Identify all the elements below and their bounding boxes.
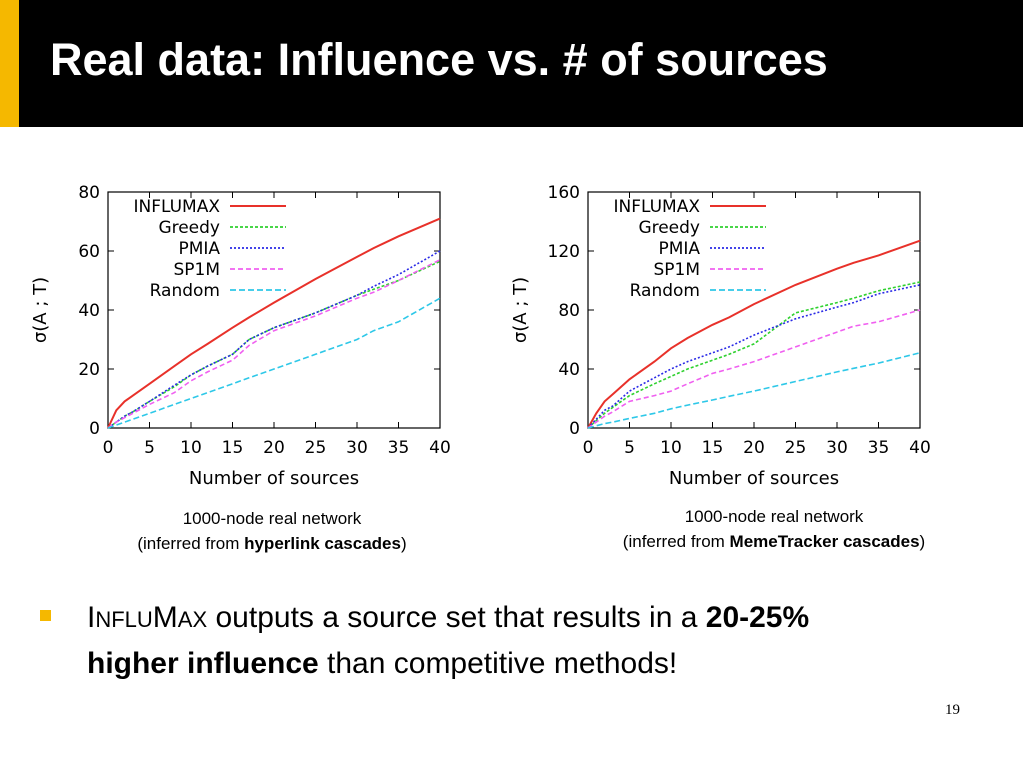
series-line-influmax xyxy=(587,239,921,429)
bullet-bold-b: higher influence xyxy=(87,647,319,680)
legend-label-influmax: INFLUMAX xyxy=(133,197,220,217)
legend-label-influmax: INFLUMAX xyxy=(613,197,700,217)
y-tick-label: 40 xyxy=(558,360,580,380)
bullet-text-a: outputs a source set that results in a xyxy=(207,601,706,634)
y-axis-label: σ(A ; T) xyxy=(30,277,51,343)
brand-nflu: NFLU xyxy=(95,607,153,632)
legend-label-random: Random xyxy=(150,281,220,301)
brand-i: I xyxy=(87,601,96,634)
legend-label-sp1m: SP1M xyxy=(173,260,220,280)
x-axis-label: Number of sources xyxy=(189,468,359,489)
bullet-bold-a: 20-25% xyxy=(705,601,810,634)
x-tick-label: 30 xyxy=(826,438,848,458)
x-tick-label: 35 xyxy=(388,438,410,458)
x-tick-label: 30 xyxy=(346,438,368,458)
x-tick-label: 5 xyxy=(144,438,155,458)
legend-label-random: Random xyxy=(630,281,700,301)
x-tick-label: 25 xyxy=(305,438,327,458)
x-tick-label: 25 xyxy=(785,438,807,458)
y-axis-label: σ(A ; T) xyxy=(510,277,531,343)
caption-left-prefix: (inferred from xyxy=(137,534,245,553)
chart-hyperlink: 0 5 10 15 20 25 30 35 40 0 20 40 60 80 Number of sourc… xyxy=(30,183,451,489)
y-tick-label: 40 xyxy=(78,301,100,321)
slide-title: Real data: Influence vs. # of sources xyxy=(50,34,828,85)
brand-m: M xyxy=(152,601,178,634)
x-tick-label: 10 xyxy=(180,438,202,458)
x-tick-label: 15 xyxy=(702,438,724,458)
x-tick-label: 20 xyxy=(743,438,765,458)
bullet-text-b: than competitive methods! xyxy=(318,647,678,680)
series-line-random xyxy=(587,352,921,429)
title-accent-stripe xyxy=(0,0,19,127)
page-number: 19 xyxy=(945,702,960,718)
x-tick-label: 40 xyxy=(909,438,931,458)
bullet-text: INFLUMAX outputs a source set that resul… xyxy=(87,596,987,686)
series-line-greedy xyxy=(587,281,921,429)
caption-right-suffix: ) xyxy=(919,532,926,551)
series-line-sp1m xyxy=(587,309,921,429)
y-tick-label: 80 xyxy=(558,301,580,321)
y-tick-label: 80 xyxy=(78,183,100,203)
caption-right-prefix: (inferred from xyxy=(622,532,730,551)
series-line-pmia xyxy=(587,284,921,429)
y-tick-label: 20 xyxy=(78,360,100,380)
y-tick-label: 160 xyxy=(548,183,580,203)
x-tick-label: 10 xyxy=(660,438,682,458)
x-tick-label: 0 xyxy=(103,438,114,458)
x-tick-label: 5 xyxy=(624,438,635,458)
title-bar xyxy=(0,0,1023,127)
legend-label-pmia: PMIA xyxy=(658,239,700,259)
legend-label-greedy: Greedy xyxy=(638,218,700,238)
series-line-pmia xyxy=(107,250,441,429)
caption-right-line1: 1000-node real network xyxy=(684,507,864,526)
series-line-random xyxy=(107,297,441,429)
legend-label-greedy: Greedy xyxy=(158,218,220,238)
caption-left-suffix: ) xyxy=(400,534,407,553)
caption-right: 1000-node real network (inferred from Me… xyxy=(594,504,954,554)
y-tick-label: 0 xyxy=(89,419,100,439)
series-line-sp1m xyxy=(107,259,441,429)
x-tick-label: 35 xyxy=(868,438,890,458)
chart-memetracker: 0 5 10 15 20 25 30 35 40 0 40 80 120 160 Number of sou… xyxy=(510,183,931,489)
y-tick-label: 120 xyxy=(548,242,580,262)
caption-right-bold: MemeTracker cascades xyxy=(729,532,920,551)
x-axis-label: Number of sources xyxy=(669,468,839,489)
legend-label-pmia: PMIA xyxy=(178,239,220,259)
y-tick-label: 60 xyxy=(78,242,100,262)
series-line-influmax xyxy=(107,217,441,429)
caption-left-line1: 1000-node real network xyxy=(182,509,362,528)
x-tick-label: 0 xyxy=(583,438,594,458)
caption-left-bold: hyperlink cascades xyxy=(244,534,401,553)
x-tick-label: 40 xyxy=(429,438,451,458)
caption-left: 1000-node real network (inferred from hy… xyxy=(92,506,452,556)
bullet-square-icon xyxy=(40,610,51,621)
x-tick-label: 20 xyxy=(263,438,285,458)
x-tick-label: 15 xyxy=(222,438,244,458)
brand-ax: AX xyxy=(177,607,208,632)
y-tick-label: 0 xyxy=(569,419,580,439)
legend-label-sp1m: SP1M xyxy=(653,260,700,280)
